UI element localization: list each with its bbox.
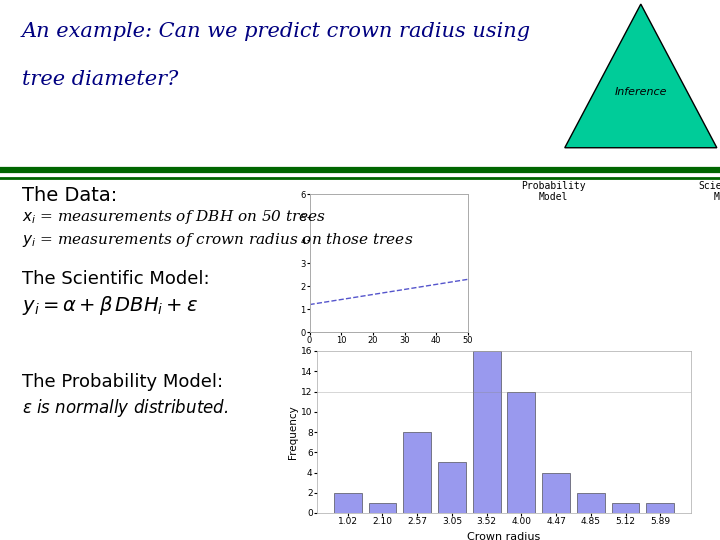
Text: $\varepsilon$ is normally distributed.: $\varepsilon$ is normally distributed. (22, 397, 228, 419)
Bar (334, 492, 361, 513)
Text: An example: Can we predict crown radius using: An example: Can we predict crown radius … (22, 22, 531, 40)
Bar (577, 492, 605, 513)
Text: The Scientific Model:: The Scientific Model: (22, 270, 210, 288)
Bar (473, 351, 500, 513)
Bar (403, 432, 431, 513)
Text: The Data:: The Data: (22, 186, 117, 205)
Bar (508, 392, 535, 513)
Bar (647, 503, 674, 513)
Text: $x_i$ = measurements of DBH on 50 trees: $x_i$ = measurements of DBH on 50 trees (22, 208, 325, 226)
X-axis label: Crown radius: Crown radius (467, 532, 541, 540)
Text: Inference: Inference (615, 87, 667, 97)
Polygon shape (564, 4, 717, 148)
Bar (369, 503, 396, 513)
Bar (438, 462, 466, 513)
Bar (612, 503, 639, 513)
Text: $y_i$ = measurements of crown radius on those trees: $y_i$ = measurements of crown radius on … (22, 231, 413, 249)
Text: tree diameter?: tree diameter? (22, 70, 178, 89)
Text: The Probability Model:: The Probability Model: (22, 373, 222, 390)
Text: $y_i = \alpha + \beta\,DBH_i + \varepsilon$: $y_i = \alpha + \beta\,DBH_i + \varepsil… (22, 294, 197, 318)
X-axis label: DBH: DBH (379, 351, 399, 360)
Text: Scientific
Model: Scientific Model (698, 180, 720, 202)
Text: Probability
Model: Probability Model (521, 180, 586, 202)
Bar (542, 472, 570, 513)
Y-axis label: Frequency: Frequency (288, 405, 298, 459)
